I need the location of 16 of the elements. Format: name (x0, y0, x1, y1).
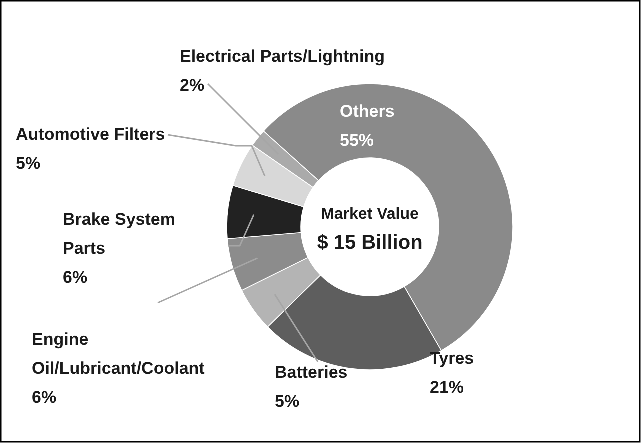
data-label: 5% (275, 392, 300, 411)
slice-label: Engine Oil/Lubricant/Coolant (32, 330, 206, 378)
slice-label: Automotive Filters (16, 125, 166, 144)
data-label: 2% (180, 76, 205, 95)
slice-label: Brake System Parts (63, 210, 176, 258)
data-label: 6% (32, 388, 57, 407)
slice-label: Others (340, 102, 395, 121)
slice-label: Tyres (430, 349, 474, 368)
data-label: 21% (430, 378, 464, 397)
data-label: 6% (63, 268, 88, 287)
data-label: 55% (340, 131, 374, 150)
slice-label: Electrical Parts/Lightning (180, 47, 385, 66)
text: Market Value (321, 206, 420, 223)
slice-label: Batteries (275, 363, 348, 382)
text: $ 15 Billion (317, 232, 423, 254)
data-label: 5% (16, 154, 41, 173)
